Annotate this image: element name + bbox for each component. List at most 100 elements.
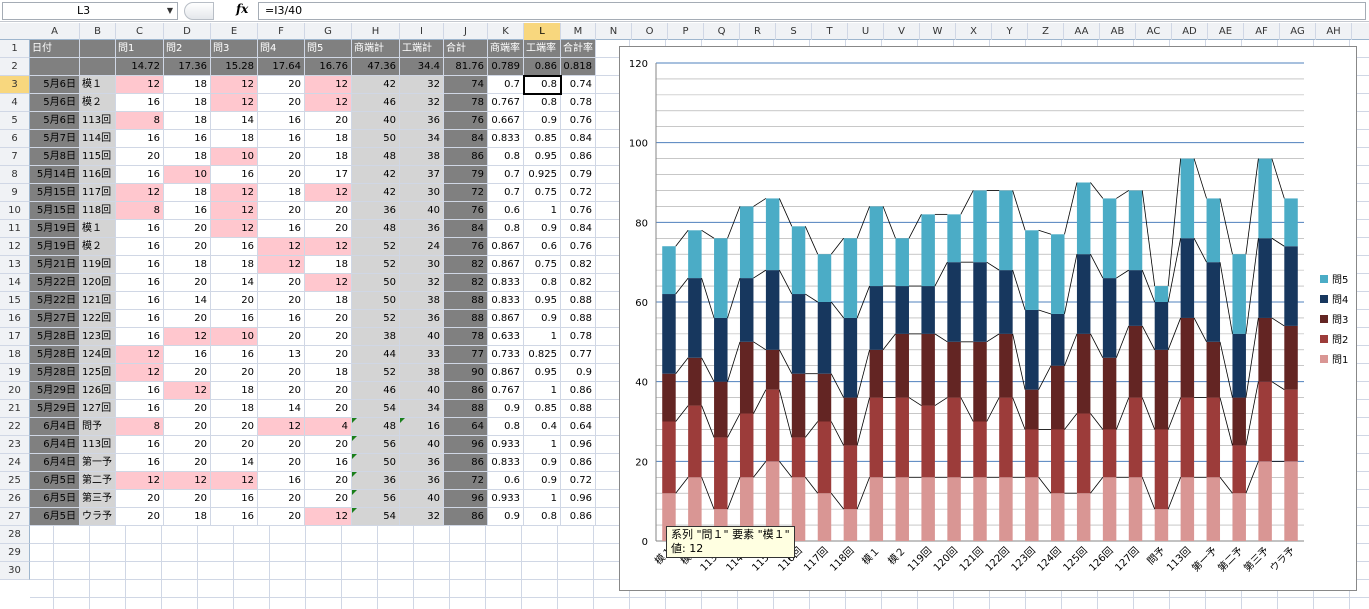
table-cell[interactable]: 37 bbox=[400, 166, 444, 184]
stacked-bar-segment[interactable] bbox=[791, 294, 806, 374]
table-cell[interactable]: 20 bbox=[305, 310, 352, 328]
table-cell[interactable]: 0.9 bbox=[524, 220, 561, 238]
table-cell[interactable]: 0.933 bbox=[488, 490, 524, 508]
table-cell[interactable]: 5月28日 bbox=[30, 346, 80, 364]
row-header-25[interactable]: 25 bbox=[0, 472, 30, 490]
stacked-bar-segment[interactable] bbox=[817, 302, 832, 374]
stacked-bar-segment[interactable] bbox=[1180, 397, 1195, 478]
stacked-bar-segment[interactable] bbox=[1051, 365, 1065, 430]
table-cell[interactable]: 16 bbox=[116, 130, 164, 148]
stacked-bar-segment[interactable] bbox=[1025, 389, 1039, 430]
table-cell[interactable]: 38 bbox=[400, 292, 444, 310]
table-cell[interactable]: 0.9 bbox=[524, 472, 561, 490]
table-cell[interactable]: 46 bbox=[352, 382, 400, 400]
stacked-bar-segment[interactable] bbox=[1284, 246, 1298, 326]
column-header-c[interactable]: C bbox=[116, 23, 164, 40]
table-cell[interactable]: 16 bbox=[116, 454, 164, 472]
table-cell[interactable]: 6月4日 bbox=[30, 436, 80, 454]
table-cell[interactable]: 16 bbox=[211, 310, 258, 328]
table-cell[interactable]: 82 bbox=[444, 256, 488, 274]
stacked-bar-segment[interactable] bbox=[921, 405, 935, 478]
table-cell[interactable]: 14 bbox=[211, 112, 258, 130]
table-cell[interactable]: 20 bbox=[258, 148, 305, 166]
table-cell[interactable]: 4 bbox=[305, 418, 352, 436]
table-cell[interactable]: 0.78 bbox=[561, 328, 596, 346]
summary-cell-f[interactable]: 17.64 bbox=[258, 58, 305, 76]
table-cell[interactable]: 8 bbox=[116, 202, 164, 220]
table-cell[interactable]: 36 bbox=[352, 202, 400, 220]
summary-cell-a[interactable] bbox=[30, 58, 80, 76]
table-cell[interactable]: 16 bbox=[116, 436, 164, 454]
table-cell[interactable]: 5月6日 bbox=[30, 112, 80, 130]
table-cell[interactable]: 18 bbox=[305, 148, 352, 166]
table-cell[interactable]: 18 bbox=[211, 130, 258, 148]
table-cell[interactable]: 56 bbox=[352, 436, 400, 454]
table-cell[interactable]: 5月28日 bbox=[30, 328, 80, 346]
stacked-bar-segment[interactable] bbox=[921, 333, 935, 406]
table-cell[interactable]: 12 bbox=[258, 238, 305, 256]
stacked-bar-segment[interactable] bbox=[1051, 313, 1065, 366]
table-cell[interactable]: 0.95 bbox=[524, 364, 561, 382]
column-header-s[interactable]: S bbox=[776, 23, 812, 40]
table-cell[interactable]: 5月21日 bbox=[30, 256, 80, 274]
table-cell[interactable]: 20 bbox=[211, 364, 258, 382]
table-cell[interactable]: 0.767 bbox=[488, 382, 524, 400]
stacked-bar-segment[interactable] bbox=[739, 477, 754, 541]
row-header-24[interactable]: 24 bbox=[0, 454, 30, 472]
stacked-bar-segment[interactable] bbox=[1232, 397, 1246, 446]
stacked-bar-segment[interactable] bbox=[791, 477, 806, 541]
table-cell[interactable]: 12 bbox=[305, 238, 352, 256]
table-cell[interactable]: 5月15日 bbox=[30, 202, 80, 220]
stacked-bar-segment[interactable] bbox=[1206, 341, 1221, 398]
table-cell[interactable]: 77 bbox=[444, 346, 488, 364]
stacked-bar-segment[interactable] bbox=[973, 190, 987, 263]
table-cell[interactable]: 12 bbox=[305, 76, 352, 94]
row-header-2[interactable]: 2 bbox=[0, 58, 30, 76]
table-cell[interactable]: 16 bbox=[211, 490, 258, 508]
table-cell[interactable]: 24 bbox=[400, 238, 444, 256]
row-header-15[interactable]: 15 bbox=[0, 292, 30, 310]
stacked-bar-segment[interactable] bbox=[921, 214, 935, 287]
table-cell[interactable]: 16 bbox=[211, 166, 258, 184]
column-header-ah[interactable]: AH bbox=[1316, 23, 1352, 40]
stacked-bar-segment[interactable] bbox=[1206, 262, 1221, 342]
table-cell[interactable]: 42 bbox=[352, 166, 400, 184]
table-cell[interactable]: 84 bbox=[444, 220, 488, 238]
table-cell[interactable]: 76 bbox=[444, 238, 488, 256]
chart[interactable]: 020406080100120模１模２113回114回115回116回117回1… bbox=[619, 46, 1357, 591]
row-header-7[interactable]: 7 bbox=[0, 148, 30, 166]
table-cell[interactable]: 79 bbox=[444, 166, 488, 184]
table-cell[interactable]: 第二予 bbox=[80, 472, 116, 490]
table-cell[interactable]: 第一予 bbox=[80, 454, 116, 472]
table-cell[interactable]: 36 bbox=[400, 310, 444, 328]
row-header-13[interactable]: 13 bbox=[0, 256, 30, 274]
table-cell[interactable]: 86 bbox=[444, 454, 488, 472]
stacked-bar-segment[interactable] bbox=[843, 317, 858, 398]
column-header-f[interactable]: F bbox=[258, 23, 305, 40]
stacked-bar-segment[interactable] bbox=[1258, 381, 1272, 462]
table-cell[interactable]: 52 bbox=[352, 238, 400, 256]
column-header-ad[interactable]: AD bbox=[1172, 23, 1208, 40]
table-cell[interactable]: 0.95 bbox=[524, 292, 561, 310]
table-cell[interactable]: 32 bbox=[400, 94, 444, 112]
column-header-v[interactable]: V bbox=[884, 23, 920, 40]
table-cell[interactable]: 問予 bbox=[80, 418, 116, 436]
table-cell[interactable]: 5月7日 bbox=[30, 130, 80, 148]
stacked-bar-segment[interactable] bbox=[921, 477, 935, 541]
table-cell[interactable]: 17 bbox=[305, 166, 352, 184]
table-cell[interactable]: 16 bbox=[116, 166, 164, 184]
stacked-bar-segment[interactable] bbox=[1206, 397, 1221, 478]
table-cell[interactable]: 0.76 bbox=[561, 112, 596, 130]
summary-cell-k[interactable]: 0.789 bbox=[488, 58, 524, 76]
table-cell[interactable]: 20 bbox=[211, 418, 258, 436]
table-cell[interactable]: 0.767 bbox=[488, 94, 524, 112]
header-cell-b[interactable] bbox=[80, 40, 116, 58]
column-header-b[interactable]: B bbox=[80, 23, 116, 40]
summary-cell-g[interactable]: 16.76 bbox=[305, 58, 352, 76]
table-cell[interactable]: 20 bbox=[258, 94, 305, 112]
table-cell[interactable]: 1 bbox=[524, 490, 561, 508]
table-cell[interactable]: 20 bbox=[258, 328, 305, 346]
column-header-ac[interactable]: AC bbox=[1136, 23, 1172, 40]
stacked-bar-segment[interactable] bbox=[947, 397, 961, 478]
table-cell[interactable]: 48 bbox=[352, 148, 400, 166]
